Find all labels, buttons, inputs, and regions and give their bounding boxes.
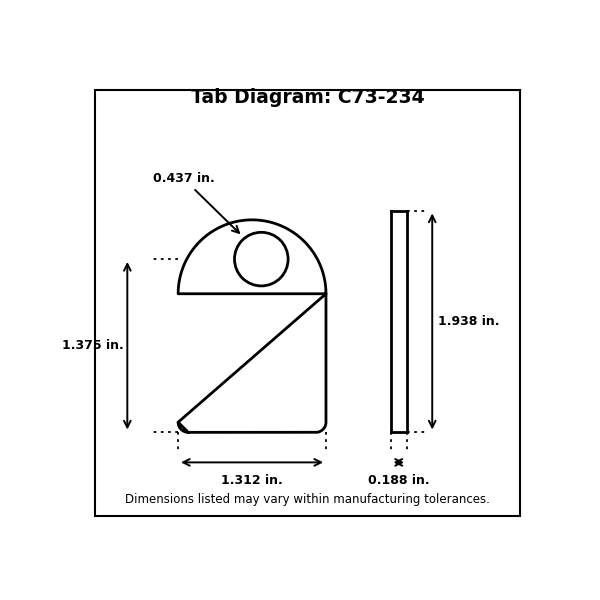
Text: 0.437 in.: 0.437 in.: [153, 172, 239, 233]
Text: 1.312 in.: 1.312 in.: [221, 474, 283, 487]
Text: 1.375 in.: 1.375 in.: [62, 339, 124, 352]
Text: Tab Diagram: C73-234: Tab Diagram: C73-234: [191, 88, 424, 107]
Text: 0.188 in.: 0.188 in.: [368, 474, 430, 487]
Text: 1.938 in.: 1.938 in.: [438, 315, 499, 328]
Text: Dimensions listed may vary within manufacturing tolerances.: Dimensions listed may vary within manufa…: [125, 493, 490, 506]
